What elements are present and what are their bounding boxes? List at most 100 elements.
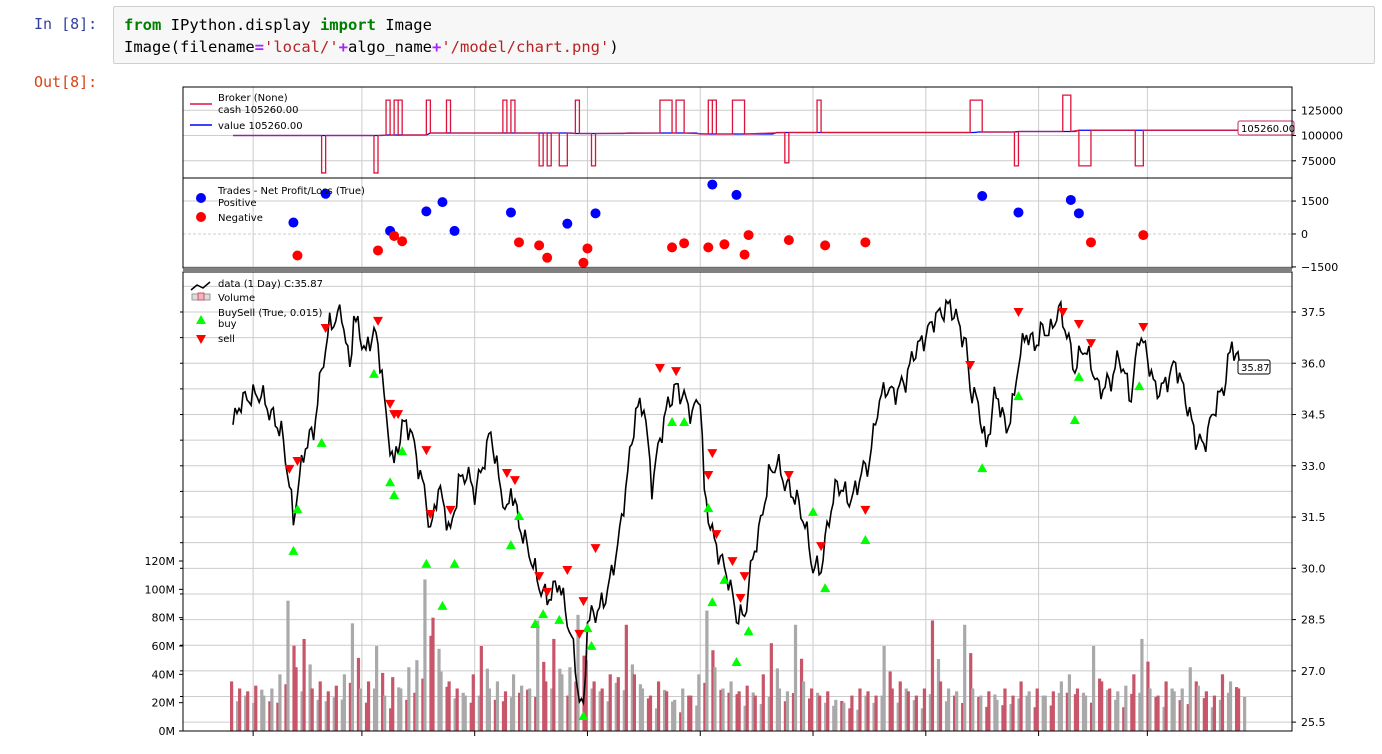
volume-bar [511, 674, 516, 731]
code-token: ) [609, 38, 619, 56]
trade-negative-marker [397, 236, 408, 247]
legend-buy-swatch [196, 315, 206, 324]
buy-marker [582, 623, 593, 633]
volume-bar [769, 643, 773, 731]
volume-bar [1011, 695, 1015, 731]
volume-bar [928, 694, 933, 731]
volume-bar [1218, 699, 1223, 731]
volume-bar [737, 691, 741, 731]
trade-negative-marker [389, 230, 400, 241]
sell-marker [385, 399, 396, 409]
volume-bar [834, 699, 838, 731]
volume-bar [356, 657, 361, 731]
volume-bar [938, 681, 943, 731]
volume-bar [375, 646, 379, 731]
volume-bar [590, 688, 594, 731]
volume-bar [914, 695, 918, 731]
volume-bar [1178, 700, 1182, 731]
volume-bar [1057, 693, 1061, 731]
volume-bar [1043, 695, 1047, 731]
trade-negative-marker [679, 238, 690, 249]
code-line: Image(filename='local/'+algo_name+'/mode… [124, 36, 1364, 58]
sell-marker [542, 587, 553, 597]
volume-bar [632, 674, 636, 731]
volume-bar [697, 674, 701, 731]
buy-marker [292, 504, 303, 514]
volume-bar [252, 702, 256, 731]
volume-bar [1114, 699, 1118, 731]
volume-bar [810, 688, 814, 731]
legend-label: buy [218, 319, 237, 330]
volume-bar [665, 691, 669, 731]
volume-bar [785, 691, 790, 731]
buy-marker [389, 490, 400, 500]
legend-label: Positive [218, 198, 257, 209]
volume-bar [880, 695, 884, 731]
volume-bar [775, 668, 779, 731]
legend-label: Trades - Net Profit/Loss (True) [217, 186, 365, 197]
volume-bar [777, 688, 782, 731]
buy-marker [1134, 381, 1145, 391]
trade-negative-marker [739, 249, 750, 260]
volume-bar [719, 689, 723, 731]
volume-bar [399, 688, 403, 731]
sell-marker [292, 457, 303, 466]
legend-negative-swatch [196, 212, 206, 222]
volume-bar [445, 686, 449, 731]
trade-positive-marker [320, 188, 331, 199]
trade-negative-marker [703, 242, 714, 253]
code-cell[interactable]: from IPython.display import Image Image(f… [113, 6, 1375, 64]
volume-bar [977, 697, 981, 731]
trade-negative-marker [534, 240, 545, 251]
volume-bar [985, 706, 989, 731]
volume-bar [816, 692, 820, 731]
volume-bar [735, 694, 739, 731]
trade-negative-marker [373, 245, 384, 256]
volume-bar [801, 681, 806, 731]
trade-negative-marker [578, 257, 589, 268]
volume-bar [1226, 692, 1231, 731]
y-tick-label: 75000 [1301, 155, 1336, 168]
volume-bar [1212, 695, 1217, 731]
volume-bar [1073, 694, 1078, 731]
buy-marker [421, 558, 432, 568]
volume-bar [1186, 704, 1190, 731]
legend-label: sell [218, 334, 235, 345]
volume-bar [1154, 697, 1158, 731]
y-tick-label: 30.0 [1301, 562, 1326, 575]
volume-tick-label: 100M [145, 583, 176, 596]
buy-marker [513, 511, 524, 521]
volume-bar [616, 677, 620, 731]
last-price-box [1237, 359, 1271, 375]
volume-bar [1122, 707, 1126, 731]
volume-bar [1237, 688, 1241, 731]
volume-bar [993, 694, 997, 731]
volume-bar [729, 681, 733, 731]
code-token: 'local/' [264, 38, 339, 56]
volume-bar [695, 705, 699, 731]
sell-marker [735, 594, 746, 604]
volume-bar [898, 681, 902, 731]
buy-marker [860, 534, 871, 544]
volume-bar [520, 685, 524, 731]
volume-bar [528, 688, 532, 731]
code-token: from [124, 16, 162, 34]
buy-marker [385, 477, 396, 487]
legend-data-swatch [190, 281, 211, 291]
trade-positive-marker [1065, 194, 1076, 205]
sell-marker [965, 360, 976, 370]
volume-bar [350, 623, 355, 731]
volume-bar [963, 624, 967, 731]
y-tick-label: 34.5 [1301, 409, 1326, 422]
volume-bar [479, 646, 483, 731]
buy-marker [820, 583, 831, 593]
volume-bar [648, 695, 653, 731]
volume-bar [487, 688, 491, 731]
volume-bar [743, 705, 747, 731]
input-prompt: In [8]: [34, 15, 98, 33]
buy-marker [1013, 391, 1024, 401]
sell-marker [445, 505, 456, 515]
buy-marker [719, 574, 730, 584]
trade-negative-marker [582, 243, 593, 254]
volume-bar [1146, 661, 1150, 731]
